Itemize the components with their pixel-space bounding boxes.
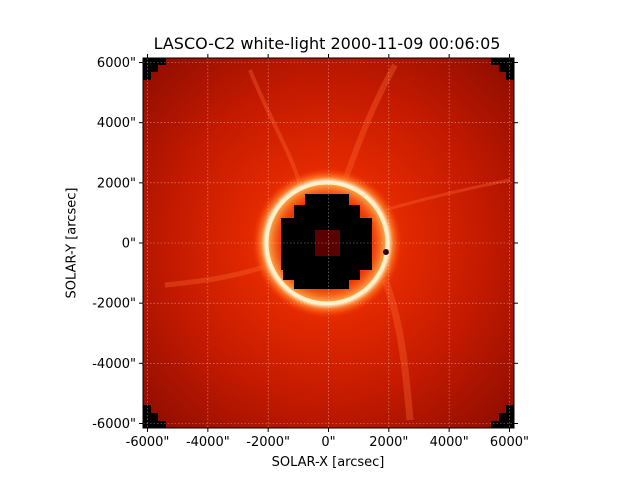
x-tick-label: 0" [321, 435, 335, 450]
planet-dot [383, 249, 389, 255]
y-tick-label: 6000" [97, 56, 136, 71]
grid-lines [143, 58, 514, 428]
y-tick-label: 2000" [97, 176, 136, 191]
y-tick-label: -2000" [92, 297, 136, 312]
y-tick-label: -6000" [92, 417, 136, 432]
x-tick-label: 2000" [369, 435, 408, 450]
x-axis-label: SOLAR-X [arcsec] [271, 455, 385, 470]
y-tick-label: 4000" [97, 116, 136, 131]
y-tick-label: 0" [122, 237, 136, 252]
plot-title: LASCO-C2 white-light 2000-11-09 00:06:05 [153, 34, 501, 53]
x-tick-label: -6000" [126, 435, 170, 450]
image-corner-masks [143, 58, 514, 428]
x-tick-label: -4000" [186, 435, 230, 450]
y-tick-label: -4000" [92, 357, 136, 372]
y-axis-label: SOLAR-Y [arcsec] [64, 187, 80, 299]
coronal-streamers [164, 63, 511, 421]
x-tick-label: -2000" [246, 435, 290, 450]
x-tick-label: 4000" [430, 435, 469, 450]
x-tick-label: 6000" [490, 435, 529, 450]
axis-ticks: -6000" -6000" -4000" -4000" -2000" -2000" 0" 0"… [92, 54, 529, 450]
